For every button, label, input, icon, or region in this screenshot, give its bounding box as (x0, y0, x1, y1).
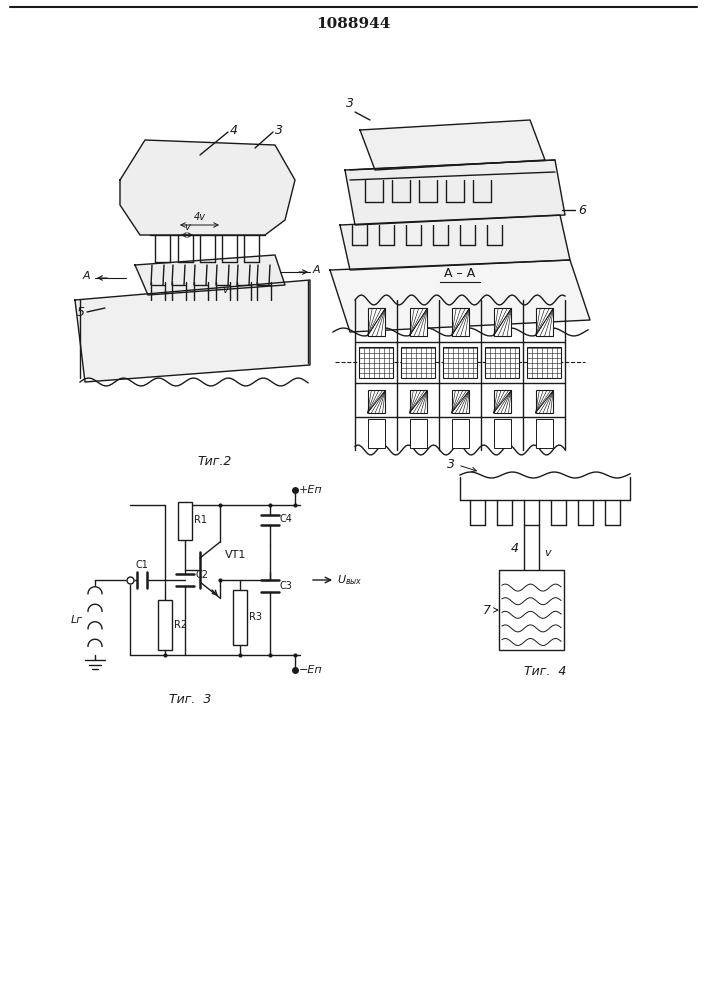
Text: C4: C4 (280, 514, 293, 524)
Polygon shape (340, 215, 570, 270)
Bar (368, 390, 385, 413)
Text: $U_{вых}$: $U_{вых}$ (337, 573, 363, 587)
Text: 4: 4 (230, 123, 238, 136)
Bar (452, 419, 469, 448)
Text: v: v (544, 548, 551, 558)
Bar (409, 390, 427, 413)
Bar (499, 570, 564, 650)
Bar (536, 308, 554, 336)
Text: C1: C1 (136, 560, 148, 570)
Text: C3: C3 (280, 581, 293, 591)
Text: A: A (313, 265, 321, 275)
Text: v: v (222, 285, 228, 295)
Bar (527, 347, 561, 378)
Polygon shape (360, 120, 545, 170)
Bar (233, 590, 247, 645)
Text: Τиг.  3: Τиг. 3 (169, 693, 211, 706)
Bar (443, 347, 477, 378)
Bar (452, 308, 469, 336)
Text: Τиг.2: Τиг.2 (198, 455, 232, 468)
Text: 4v: 4v (194, 212, 206, 222)
Text: 7: 7 (483, 603, 491, 616)
Text: 4: 4 (511, 542, 519, 554)
Bar (536, 390, 554, 413)
Bar (493, 308, 511, 336)
Polygon shape (330, 260, 590, 332)
Bar (178, 502, 192, 540)
Polygon shape (120, 140, 295, 235)
Bar (493, 419, 511, 448)
Bar (409, 419, 427, 448)
Bar (493, 390, 511, 413)
Text: 5: 5 (77, 306, 85, 318)
Text: 3: 3 (346, 97, 354, 110)
Text: VT1: VT1 (225, 550, 246, 560)
Bar (452, 390, 469, 413)
Text: +Eп: +Eп (299, 485, 322, 495)
Text: A – A: A – A (445, 267, 476, 280)
Text: 3: 3 (275, 123, 283, 136)
Text: 6: 6 (578, 204, 586, 217)
Bar (368, 419, 385, 448)
Bar (536, 419, 554, 448)
Bar (158, 600, 172, 650)
Bar (401, 347, 435, 378)
Text: Lг: Lг (71, 615, 83, 625)
Text: Τиг.  4: Τиг. 4 (524, 665, 566, 678)
Text: R2: R2 (174, 620, 187, 630)
Text: v: v (184, 222, 190, 232)
Text: R1: R1 (194, 515, 207, 525)
Text: A: A (83, 271, 90, 281)
Text: 3: 3 (447, 458, 455, 472)
Text: R3: R3 (249, 612, 262, 622)
Bar (409, 308, 427, 336)
Polygon shape (345, 160, 565, 225)
Text: −Eп: −Eп (299, 665, 322, 675)
Bar (359, 347, 393, 378)
Text: C2: C2 (195, 570, 208, 580)
Polygon shape (135, 255, 285, 295)
Polygon shape (75, 280, 310, 382)
Bar (368, 308, 385, 336)
Bar (485, 347, 519, 378)
Text: 1088944: 1088944 (316, 17, 390, 31)
